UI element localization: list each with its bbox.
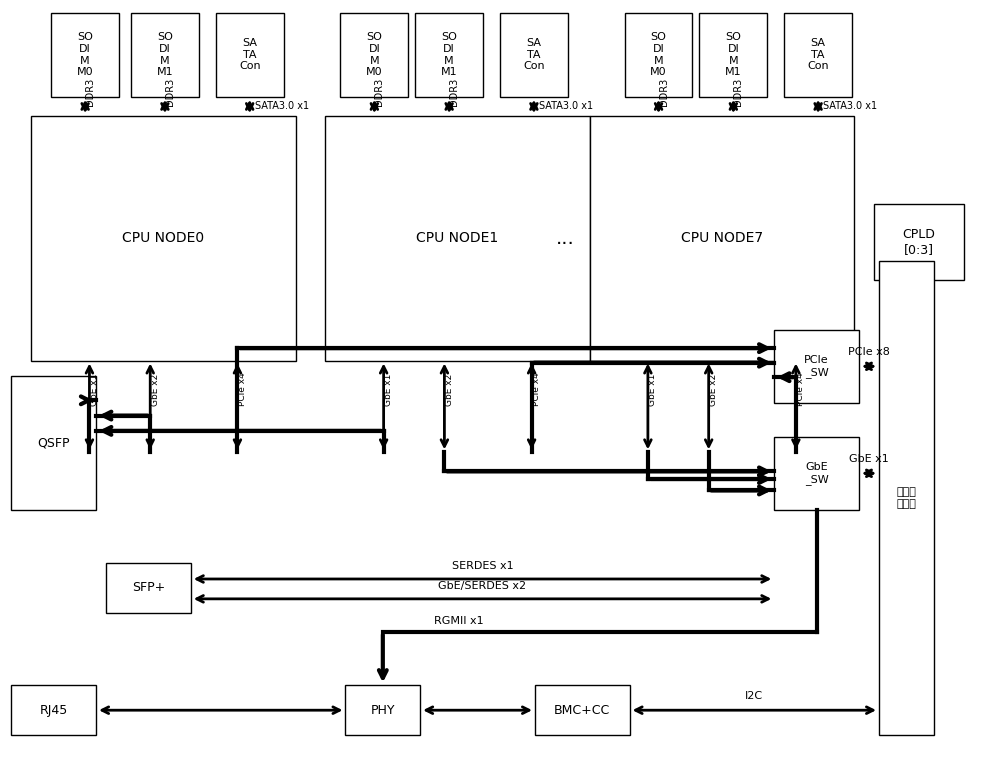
Text: I2C: I2C (745, 691, 763, 701)
Bar (31, 116, 296, 360)
Bar (131, 13, 199, 97)
Text: SERDES x1: SERDES x1 (452, 561, 513, 571)
Bar (11, 376, 96, 509)
Text: PCIe
_SW: PCIe _SW (804, 355, 829, 377)
Text: GbE x1: GbE x1 (849, 454, 889, 464)
Bar (51, 13, 119, 97)
Text: GbE x1: GbE x1 (384, 374, 393, 407)
Bar (535, 686, 630, 735)
Text: GbE x2: GbE x2 (445, 374, 454, 407)
Text: CPU NODE7: CPU NODE7 (681, 232, 763, 245)
Text: CPU NODE0: CPU NODE0 (122, 232, 205, 245)
Text: DDR3: DDR3 (659, 78, 669, 107)
Text: GbE x1: GbE x1 (648, 374, 657, 407)
Text: RGMII x1: RGMII x1 (434, 616, 484, 626)
Text: DDR3: DDR3 (733, 78, 743, 107)
Text: DDR3: DDR3 (85, 78, 95, 107)
Bar (340, 13, 408, 97)
Bar (106, 563, 191, 613)
Text: SA
TA
Con: SA TA Con (239, 38, 261, 71)
Text: PCIe x4: PCIe x4 (796, 373, 805, 407)
Text: GbE/SERDES x2: GbE/SERDES x2 (438, 581, 527, 591)
Text: SO
DI
M
M1: SO DI M M1 (441, 32, 457, 77)
Text: DDR3: DDR3 (165, 78, 175, 107)
Text: PHY: PHY (371, 703, 395, 716)
Text: BMC+CC: BMC+CC (554, 703, 610, 716)
Text: DDR3: DDR3 (449, 78, 459, 107)
Text: GbE x1: GbE x1 (90, 374, 99, 407)
Text: SFP+: SFP+ (132, 581, 165, 594)
Text: DDR3: DDR3 (374, 78, 384, 107)
Bar (325, 116, 590, 360)
Bar (500, 13, 568, 97)
Bar (590, 116, 854, 360)
Text: SA
TA
Con: SA TA Con (523, 38, 545, 71)
Text: PCIe x4: PCIe x4 (532, 373, 541, 407)
Text: SO
DI
M
M0: SO DI M M0 (366, 32, 383, 77)
Text: SATA3.0 x1: SATA3.0 x1 (539, 101, 593, 111)
Bar (11, 686, 96, 735)
Text: CPU NODE1: CPU NODE1 (416, 232, 499, 245)
Bar (699, 13, 767, 97)
Text: ...: ... (555, 229, 574, 248)
Text: SO
DI
M
M1: SO DI M M1 (157, 32, 173, 77)
Text: SATA3.0 x1: SATA3.0 x1 (823, 101, 877, 111)
Bar (879, 262, 934, 735)
Text: SO
DI
M
M0: SO DI M M0 (77, 32, 93, 77)
Bar (774, 437, 859, 509)
Text: GbE x2: GbE x2 (709, 374, 718, 407)
Text: CPLD
[0:3]: CPLD [0:3] (902, 228, 935, 256)
Text: SO
DI
M
M1: SO DI M M1 (725, 32, 742, 77)
Text: GbE x2: GbE x2 (151, 374, 160, 407)
Text: SATA3.0 x1: SATA3.0 x1 (255, 101, 309, 111)
Text: QSFP: QSFP (37, 436, 70, 449)
Bar (774, 330, 859, 403)
Bar (345, 686, 420, 735)
Text: RJ45: RJ45 (40, 703, 68, 716)
Text: PCIe x4: PCIe x4 (238, 373, 247, 407)
Bar (216, 13, 284, 97)
Bar (874, 204, 964, 280)
Text: GbE
_SW: GbE _SW (805, 462, 828, 485)
Text: PCIe x8: PCIe x8 (848, 347, 890, 357)
Bar (415, 13, 483, 97)
Bar (784, 13, 852, 97)
Text: SO
DI
M
M0: SO DI M M0 (650, 32, 667, 77)
Bar (625, 13, 692, 97)
Text: SA
TA
Con: SA TA Con (807, 38, 829, 71)
Text: 路由器
计算机: 路由器 计算机 (896, 487, 916, 509)
